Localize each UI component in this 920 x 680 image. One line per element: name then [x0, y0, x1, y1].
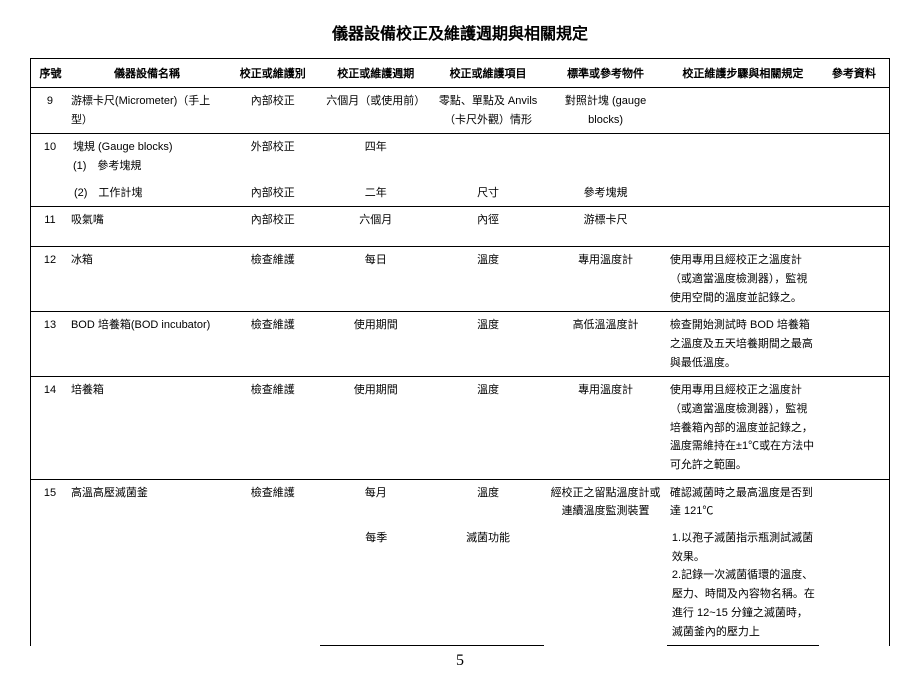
- cell-type: 內部校正: [226, 180, 320, 207]
- page-title: 儀器設備校正及維護週期與相關規定: [30, 20, 890, 44]
- header-std: 標準或參考物件: [544, 59, 667, 88]
- cell-type: 檢查維護: [226, 312, 320, 377]
- cell-ref: [819, 312, 890, 377]
- cell-seq: 9: [31, 88, 68, 134]
- table-row: 14 培養箱 檢查維護 使用期間 溫度 專用溫度計 使用專用且經校正之溫度計（或…: [31, 377, 890, 479]
- cell-seq: 12: [31, 247, 68, 312]
- cell-period: 六個月（或使用前）: [320, 88, 432, 134]
- page-number: 5: [30, 652, 890, 670]
- cell-ref: [819, 88, 890, 134]
- header-seq: 序號: [31, 59, 68, 88]
- cell-steps: [667, 88, 819, 134]
- table-row: 11 吸氣嘴 內部校正 六個月 內徑 游標卡尺: [31, 207, 890, 234]
- cell-std: 專用溫度計: [544, 247, 667, 312]
- header-item: 校正或維護項目: [432, 59, 544, 88]
- equipment-table: 序號 儀器設備名稱 校正或維護別 校正或維護週期 校正或維護項目 標準或參考物件…: [30, 58, 890, 646]
- header-name: 儀器設備名稱: [68, 59, 226, 88]
- cell-seq: 13: [31, 312, 68, 377]
- cell-name: (2) 工作計塊: [68, 180, 226, 207]
- cell-ref: [819, 247, 890, 312]
- cell-steps: 確認滅菌時之最高溫度是否到達 121℃: [667, 479, 819, 525]
- cell-period: 每季: [320, 525, 432, 646]
- cell-type: 內部校正: [226, 88, 320, 134]
- cell-ref: [819, 207, 890, 234]
- cell-std: 經校正之留點溫度計或連續溫度監測裝置: [544, 479, 667, 646]
- cell-steps: [667, 134, 819, 207]
- cell-steps: 檢查開始測試時 BOD 培養箱之溫度及五天培養期間之最高與最低溫度。: [667, 312, 819, 377]
- cell-name: 高溫高壓滅菌釜: [68, 479, 226, 646]
- cell-ref: [819, 377, 890, 479]
- cell-name: 塊規 (Gauge blocks) (1) 參考塊規: [68, 134, 226, 180]
- cell-period: 四年: [320, 134, 432, 180]
- cell-period: 使用期間: [320, 377, 432, 479]
- cell-name: BOD 培養箱(BOD incubator): [68, 312, 226, 377]
- cell-item: 內徑: [432, 207, 544, 234]
- cell-type: 檢查維護: [226, 377, 320, 479]
- cell-name: 培養箱: [68, 377, 226, 479]
- cell-period: 每日: [320, 247, 432, 312]
- cell-item: 零點、單點及 Anvils（卡尺外觀）情形: [432, 88, 544, 134]
- cell-period: 六個月: [320, 207, 432, 234]
- cell-type: 內部校正: [226, 207, 320, 234]
- cell-name: 游標卡尺(Micrometer)（手上型）: [68, 88, 226, 134]
- cell-item: 溫度: [432, 312, 544, 377]
- cell-std: 專用溫度計: [544, 377, 667, 479]
- cell-name: 吸氣嘴: [68, 207, 226, 234]
- cell-seq: 11: [31, 207, 68, 234]
- cell-type: 檢查維護: [226, 479, 320, 646]
- cell-steps: 1.以孢子滅菌指示瓶測試滅菌效果。 2.記錄一次滅菌循環的溫度、壓力、時間及內容…: [667, 525, 819, 646]
- cell-std: 參考塊規: [544, 134, 667, 207]
- cell-period: 每月: [320, 479, 432, 525]
- cell-type: 外部校正: [226, 134, 320, 180]
- cell-period: 使用期間: [320, 312, 432, 377]
- table-row: [31, 234, 890, 246]
- cell-steps: 使用專用且經校正之溫度計（或適當溫度檢測器），監視培養箱內部的溫度並記錄之，溫度…: [667, 377, 819, 479]
- cell-steps: 使用專用且經校正之溫度計（或適當溫度檢測器），監視使用空間的溫度並記錄之。: [667, 247, 819, 312]
- table-row: 9 游標卡尺(Micrometer)（手上型） 內部校正 六個月（或使用前） 零…: [31, 88, 890, 134]
- cell-name: 冰箱: [68, 247, 226, 312]
- table-row: 13 BOD 培養箱(BOD incubator) 檢查維護 使用期間 溫度 高…: [31, 312, 890, 377]
- header-period: 校正或維護週期: [320, 59, 432, 88]
- cell-steps: [667, 207, 819, 234]
- cell-seq: 14: [31, 377, 68, 479]
- header-ref: 參考資料: [819, 59, 890, 88]
- cell-seq: 15: [31, 479, 68, 646]
- cell-item: 溫度: [432, 247, 544, 312]
- cell-seq: 10: [31, 134, 68, 207]
- cell-type: 檢查維護: [226, 247, 320, 312]
- cell-item: 滅菌功能: [432, 525, 544, 646]
- cell-period: 二年: [320, 180, 432, 207]
- header-type: 校正或維護別: [226, 59, 320, 88]
- table-row: 10 塊規 (Gauge blocks) (1) 參考塊規 外部校正 四年 尺寸…: [31, 134, 890, 180]
- cell-item: 尺寸: [432, 134, 544, 207]
- cell-ref: [819, 479, 890, 646]
- cell-ref: [819, 134, 890, 207]
- cell-std: 對照計塊 (gauge blocks): [544, 88, 667, 134]
- cell-item: 溫度: [432, 377, 544, 479]
- cell-std: 高低溫溫度計: [544, 312, 667, 377]
- cell-item: 溫度: [432, 479, 544, 525]
- table-header-row: 序號 儀器設備名稱 校正或維護別 校正或維護週期 校正或維護項目 標準或參考物件…: [31, 59, 890, 88]
- cell-std: 游標卡尺: [544, 207, 667, 234]
- header-steps: 校正維護步驟與相關規定: [667, 59, 819, 88]
- table-row: 12 冰箱 檢查維護 每日 溫度 專用溫度計 使用專用且經校正之溫度計（或適當溫…: [31, 247, 890, 312]
- table-row: 15 高溫高壓滅菌釜 檢查維護 每月 溫度 經校正之留點溫度計或連續溫度監測裝置…: [31, 479, 890, 525]
